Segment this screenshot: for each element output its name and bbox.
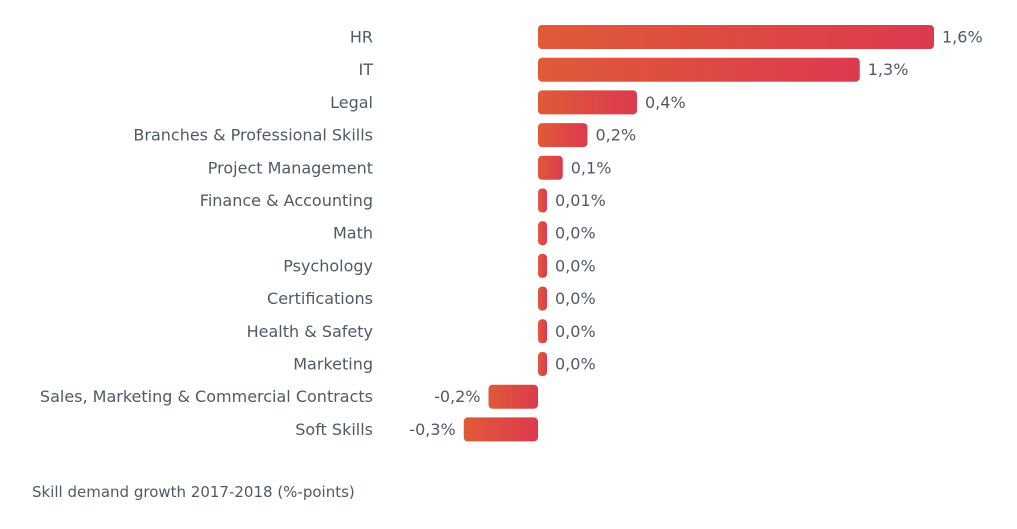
category-label-certifications: Certifications bbox=[267, 289, 373, 308]
category-label-legal: Legal bbox=[330, 93, 373, 112]
value-label-branches-and-professional-skills: 0,2% bbox=[596, 126, 637, 145]
bar-marketing bbox=[538, 352, 547, 376]
bar-hr bbox=[538, 25, 934, 49]
value-label-psychology: 0,0% bbox=[555, 256, 596, 275]
category-label-it: IT bbox=[359, 60, 374, 79]
category-label-sales-marketing-and-commercial-contracts: Sales, Marketing & Commercial Contracts bbox=[40, 387, 373, 406]
value-label-legal: 0,4% bbox=[645, 93, 686, 112]
category-labels-group: HR IT Legal Branches & Professional Skills P… bbox=[40, 28, 373, 439]
value-label-math: 0,0% bbox=[555, 224, 596, 243]
bar-sales-marketing-and-commercial-contracts bbox=[488, 384, 538, 409]
value-label-finance-and-accounting: 0,01% bbox=[555, 191, 606, 210]
category-label-marketing: Marketing bbox=[293, 355, 373, 374]
value-label-project-management: 0,1% bbox=[571, 158, 612, 177]
value-labels-group: 1,6% 1,3% 0,4% 0,2% 0,1% 0,01% 0,0% 0,0% 0,0% 0,0… bbox=[409, 28, 982, 439]
bar-project-management bbox=[538, 155, 563, 180]
chart-caption: Skill demand growth 2017-2018 (%-points) bbox=[32, 483, 355, 501]
value-label-health-and-safety: 0,0% bbox=[555, 322, 596, 341]
bar-finance-and-accounting bbox=[538, 188, 547, 213]
bars-group bbox=[463, 25, 934, 442]
bar-soft-skills bbox=[463, 417, 538, 442]
category-label-math: Math bbox=[333, 224, 373, 243]
category-label-hr: HR bbox=[350, 28, 373, 47]
bar-branches-and-professional-skills bbox=[538, 123, 588, 148]
value-label-sales-marketing-and-commercial-contracts: -0,2% bbox=[434, 387, 480, 406]
category-label-finance-and-accounting: Finance & Accounting bbox=[200, 191, 373, 210]
bar-health-and-safety bbox=[538, 319, 547, 344]
bar-certifications bbox=[538, 286, 547, 311]
category-label-branches-and-professional-skills: Branches & Professional Skills bbox=[133, 126, 373, 145]
bar-math bbox=[538, 221, 547, 246]
value-label-certifications: 0,0% bbox=[555, 289, 596, 308]
value-label-hr: 1,6% bbox=[942, 28, 983, 47]
bar-legal bbox=[538, 90, 637, 115]
bar-psychology bbox=[538, 253, 547, 278]
category-label-soft-skills: Soft Skills bbox=[295, 420, 373, 439]
bar-it bbox=[538, 57, 860, 82]
category-label-project-management: Project Management bbox=[208, 158, 373, 177]
category-label-health-and-safety: Health & Safety bbox=[247, 322, 373, 341]
value-label-marketing: 0,0% bbox=[555, 355, 596, 374]
value-label-it: 1,3% bbox=[868, 60, 909, 79]
category-label-psychology: Psychology bbox=[283, 256, 373, 275]
value-label-soft-skills: -0,3% bbox=[409, 420, 455, 439]
